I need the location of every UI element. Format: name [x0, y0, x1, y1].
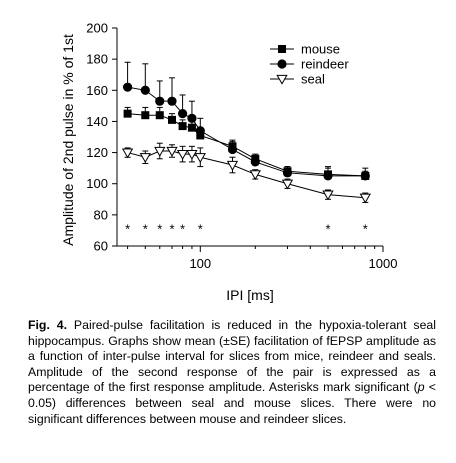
- significance-asterisk: *: [157, 221, 162, 236]
- significance-asterisk: *: [143, 221, 148, 236]
- data-point-reindeer: [177, 109, 188, 119]
- chart-series: [121, 61, 371, 204]
- y-tick-label: 160: [86, 83, 108, 98]
- data-point-seal: [139, 153, 151, 164]
- data-point-mouse: [123, 109, 132, 118]
- figure-caption: Fig. 4. Paired-pulse facilitation is red…: [28, 318, 436, 427]
- data-point-reindeer: [282, 168, 293, 178]
- x-tick-label: 1000: [369, 256, 398, 271]
- significance-asterisk: *: [169, 221, 174, 236]
- y-axis-title: Amplitude of 2nd pulse in % of 1st: [60, 34, 76, 246]
- legend-label: reindeer: [301, 57, 349, 72]
- caption-p-symbol: p: [417, 380, 425, 395]
- legend-label: mouse: [301, 42, 340, 57]
- y-tick-label: 140: [86, 114, 108, 129]
- y-tick-label: 100: [86, 176, 108, 191]
- data-point-seal: [176, 150, 189, 160]
- caption-text-part2: < 0.05) differences between seal and mou…: [28, 380, 436, 426]
- y-tick-label: 120: [86, 145, 108, 160]
- data-point-reindeer: [187, 113, 197, 123]
- data-point-mouse: [167, 115, 176, 124]
- data-point-seal: [166, 146, 178, 157]
- data-point-seal: [281, 179, 294, 190]
- significance-asterisk: *: [180, 221, 185, 236]
- data-point-mouse: [155, 111, 164, 120]
- chart-axes: 60 80 100 120 140 160 180 200 100 1000 IPI [ms] Amp…: [60, 21, 397, 304]
- data-point-reindeer: [140, 85, 150, 95]
- data-point-seal: [121, 148, 134, 159]
- chart: 60 80 100 120 140 160 180 200 100 1000 IPI [ms] Amp…: [60, 21, 397, 304]
- data-point-mouse: [141, 111, 150, 120]
- data-point-seal: [249, 170, 261, 181]
- data-point-reindeer: [360, 171, 370, 181]
- significance-asterisk: *: [325, 221, 330, 236]
- y-tick-label: 180: [86, 52, 108, 67]
- legend-item-reindeer: reindeer: [270, 57, 349, 72]
- data-point-seal: [186, 150, 198, 160]
- legend-item-mouse: mouse: [270, 42, 340, 57]
- significance-asterisk: *: [363, 221, 368, 236]
- data-point-reindeer: [195, 126, 205, 136]
- legend-marker-reindeer: [277, 59, 287, 69]
- y-tick-label: 200: [86, 21, 108, 36]
- significance-asterisk: *: [198, 221, 203, 236]
- significance-asterisk: *: [125, 221, 130, 236]
- data-point-seal: [154, 146, 166, 157]
- data-point-seal: [226, 160, 239, 171]
- y-tick-label: 60: [94, 239, 108, 254]
- data-point-reindeer: [323, 171, 333, 181]
- data-point-reindeer: [122, 82, 133, 92]
- figure-label: Fig. 4.: [28, 318, 68, 332]
- series-reindeer: [122, 61, 370, 181]
- series-seal: [121, 142, 371, 204]
- data-point-mouse: [196, 131, 205, 140]
- data-point-seal: [322, 190, 334, 201]
- data-point-reindeer: [155, 96, 165, 106]
- x-tick-label: 100: [189, 256, 211, 271]
- x-axis-title: IPI [ms]: [226, 287, 273, 303]
- data-point-mouse: [187, 123, 196, 132]
- y-tick-label: 80: [94, 207, 108, 222]
- data-point-reindeer: [167, 96, 177, 106]
- caption-text-part1: Paired-pulse facilitation is reduced in …: [28, 318, 436, 395]
- data-point-reindeer: [250, 157, 260, 167]
- data-point-seal: [194, 153, 206, 164]
- legend-label: seal: [301, 72, 325, 87]
- legend-marker-seal: [276, 74, 288, 85]
- data-point-mouse: [178, 122, 187, 131]
- legend-marker-mouse: [278, 45, 286, 53]
- data-point-reindeer: [227, 144, 238, 155]
- legend-item-seal: seal: [270, 72, 325, 87]
- data-point-seal: [359, 193, 371, 204]
- significance-asterisks: * * * * * * * *: [125, 221, 368, 236]
